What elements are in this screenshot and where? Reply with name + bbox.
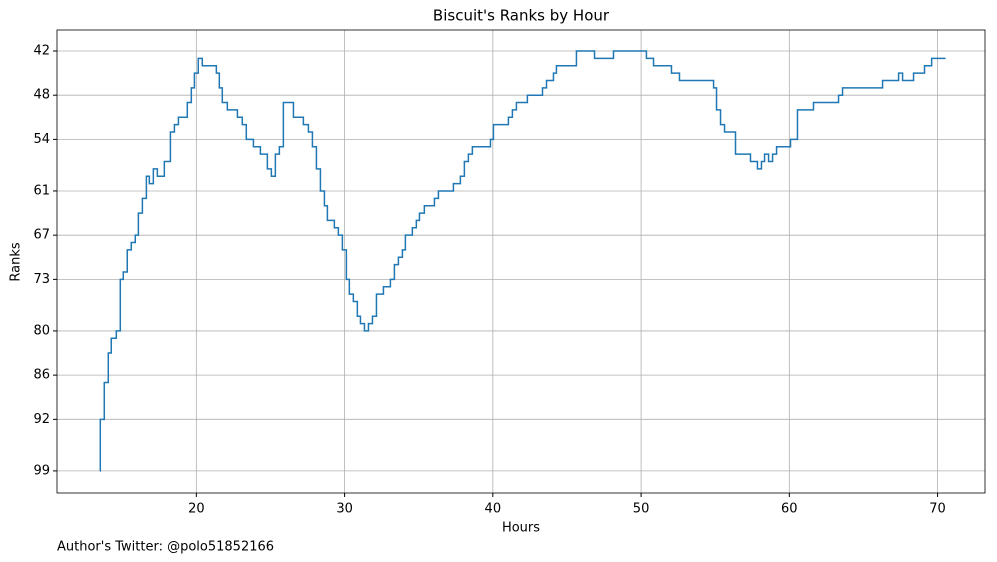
x-tick-label: 50: [633, 502, 650, 517]
rank-line: [99, 50, 946, 472]
chart-title: Biscuit's Ranks by Hour: [433, 7, 610, 25]
y-tick-label: 67: [33, 228, 50, 243]
y-tick-label: 80: [33, 323, 50, 338]
footnote: Author's Twitter: @polo51852166: [57, 540, 274, 555]
y-axis-label: Ranks: [9, 242, 24, 281]
y-tick-label: 54: [33, 132, 50, 147]
x-tick-label: 20: [188, 502, 205, 517]
y-tick-label: 61: [33, 183, 50, 198]
y-tick-label: 99: [33, 463, 50, 478]
plot-frame: [56, 29, 986, 494]
x-tick-label: 30: [336, 502, 353, 517]
x-tick-label: 70: [929, 502, 946, 517]
y-tick-label: 86: [33, 368, 50, 383]
y-tick-label: 73: [33, 272, 50, 287]
y-tick-label: 48: [33, 88, 50, 103]
x-tick-label: 60: [781, 502, 798, 517]
y-tick-label: 42: [33, 43, 50, 58]
x-tick-label: 40: [485, 502, 502, 517]
x-axis-label: Hours: [502, 521, 540, 536]
y-tick-label: 92: [33, 412, 50, 427]
